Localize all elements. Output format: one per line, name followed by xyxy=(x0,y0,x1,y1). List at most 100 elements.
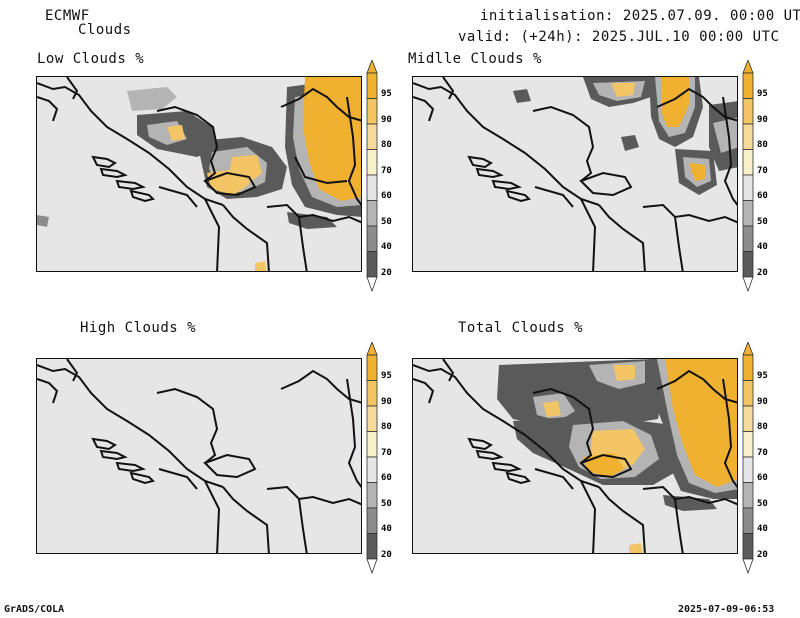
colorbar-tick-label: 90 xyxy=(757,114,768,125)
panel-title-low: Low Clouds % xyxy=(37,51,145,67)
colorbar-tick-label: 20 xyxy=(381,549,392,560)
colorbar-tick-label: 50 xyxy=(757,498,768,509)
colorbar-tick-label: 70 xyxy=(757,447,768,458)
colorbar-segment xyxy=(742,123,754,150)
colorbar-tick-label: 50 xyxy=(381,216,392,227)
colorbar-segment xyxy=(366,380,378,407)
borders-middle xyxy=(413,77,737,271)
colorbar-tick-label: 70 xyxy=(381,165,392,176)
panel-title-middle: Midlle Clouds % xyxy=(408,51,542,67)
panel-title-total: Total Clouds % xyxy=(458,320,584,336)
colorbar-segment xyxy=(366,533,378,560)
colorbar-segment xyxy=(366,251,378,278)
colorbar-tick-label: 60 xyxy=(757,473,768,483)
colorbar-segment xyxy=(366,149,378,176)
colorbar-bottom-arrow xyxy=(366,558,378,574)
colorbar-segment xyxy=(742,251,754,278)
colorbar-segment xyxy=(742,380,754,407)
colorbar-tick-label: 60 xyxy=(757,191,768,201)
colorbar-segment xyxy=(742,507,754,534)
colorbar-tick-label: 90 xyxy=(381,114,392,125)
valid-time-label: valid: (+24h): 2025.JUL.10 00:00 UTC xyxy=(458,29,780,45)
initialisation-label: initialisation: 2025.07.09. 00:00 UTC xyxy=(480,8,800,24)
model-label: ECMWF xyxy=(45,8,90,24)
map-middle-clouds xyxy=(413,77,737,271)
colorbar-tick-label: 90 xyxy=(381,396,392,407)
colorbar-segment xyxy=(366,72,378,99)
panel-title-high: High Clouds % xyxy=(80,320,197,336)
colorbar-segment xyxy=(366,123,378,150)
colorbar-segment xyxy=(742,225,754,252)
colorbar-segment xyxy=(366,200,378,227)
colorbar-tick-label: 95 xyxy=(381,371,392,381)
colorbar-tick-label: 50 xyxy=(757,216,768,227)
colorbar-segment xyxy=(366,98,378,125)
colorbar-tick-label: 40 xyxy=(381,524,392,534)
colorbar-tick-label: 20 xyxy=(757,267,768,278)
colorbar-segment xyxy=(366,431,378,458)
colorbar-tick-label: 70 xyxy=(757,165,768,176)
colorbar-tick-label: 80 xyxy=(381,422,392,432)
cloud-field-total xyxy=(497,359,737,553)
colorbar-segment xyxy=(742,200,754,227)
colorbar-tick-label: 95 xyxy=(757,89,768,99)
colorbar-tick-label: 20 xyxy=(757,549,768,560)
colorbar-tick-label: 80 xyxy=(381,140,392,150)
colorbar-top-arrow xyxy=(742,60,754,74)
colorbar-top-arrow xyxy=(742,342,754,356)
footer-software-label: GrADS/COLA xyxy=(4,604,65,615)
colorbar-tick-label: 20 xyxy=(381,267,392,278)
map-panel-low-clouds xyxy=(36,76,362,272)
map-panel-middle-clouds xyxy=(412,76,738,272)
colorbar-total: 95 90 80 70 60 50 40 20 xyxy=(741,342,781,574)
colorbar-tick-label: 80 xyxy=(757,422,768,432)
footer-timestamp: 2025-07-09-06:53 xyxy=(678,604,775,615)
colorbar-middle: 95 90 80 70 60 50 40 20 xyxy=(741,60,781,292)
colorbar-segment xyxy=(742,431,754,458)
colorbar-low: 95 90 80 70 60 50 40 20 xyxy=(365,60,405,292)
colorbar-tick-label: 90 xyxy=(757,396,768,407)
colorbar-tick-label: 40 xyxy=(757,242,768,252)
colorbar-segment xyxy=(742,174,754,201)
colorbar-tick-label: 60 xyxy=(381,191,392,201)
colorbar-tick-label: 80 xyxy=(757,140,768,150)
borders-low xyxy=(37,77,361,271)
colorbar-tick-label: 60 xyxy=(381,473,392,483)
colorbar-tick-label: 70 xyxy=(381,447,392,458)
colorbar-segment xyxy=(366,225,378,252)
colorbar-top-arrow xyxy=(366,342,378,356)
map-low-clouds xyxy=(37,77,361,271)
colorbar-segment xyxy=(366,354,378,381)
colorbar-tick-label: 50 xyxy=(381,498,392,509)
colorbar-tick-label: 95 xyxy=(381,89,392,99)
map-panel-high-clouds xyxy=(36,358,362,554)
colorbar-segment xyxy=(742,405,754,432)
borders-high xyxy=(37,359,361,553)
colorbar-tick-label: 40 xyxy=(757,524,768,534)
colorbar-high: 95 90 80 70 60 50 40 20 xyxy=(365,342,405,574)
colorbar-bottom-arrow xyxy=(742,276,754,292)
colorbar-segment xyxy=(742,72,754,99)
colorbar-bottom-arrow xyxy=(366,276,378,292)
colorbar-segment xyxy=(366,482,378,509)
colorbar-segment xyxy=(366,405,378,432)
cloud-field-low xyxy=(37,77,361,271)
colorbar-segment xyxy=(742,149,754,176)
colorbar-segment xyxy=(742,482,754,509)
colorbar-segment xyxy=(742,533,754,560)
colorbar-segment xyxy=(366,456,378,483)
product-label: Clouds xyxy=(78,22,132,38)
map-high-clouds xyxy=(37,359,361,553)
colorbar-tick-label: 40 xyxy=(381,242,392,252)
map-panel-total-clouds xyxy=(412,358,738,554)
colorbar-segment xyxy=(366,174,378,201)
colorbar-segment xyxy=(742,354,754,381)
colorbar-segment xyxy=(742,456,754,483)
colorbar-top-arrow xyxy=(366,60,378,74)
borders-total xyxy=(413,359,737,553)
colorbar-bottom-arrow xyxy=(742,558,754,574)
colorbar-tick-label: 95 xyxy=(757,371,768,381)
colorbar-segment xyxy=(366,507,378,534)
colorbar-segment xyxy=(742,98,754,125)
map-total-clouds xyxy=(413,359,737,553)
